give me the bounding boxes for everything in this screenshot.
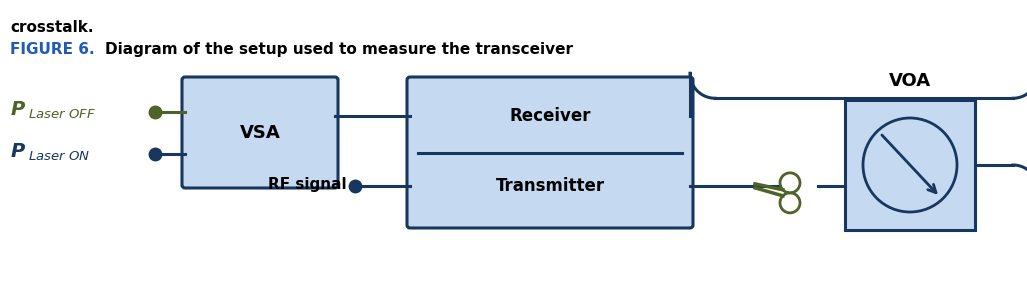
Text: crosstalk.: crosstalk.: [10, 20, 93, 35]
Text: $\mathit{Laser\ ON}$: $\mathit{Laser\ ON}$: [28, 150, 90, 163]
Text: $\boldsymbol{P}$: $\boldsymbol{P}$: [10, 142, 26, 161]
Text: VSA: VSA: [239, 124, 280, 142]
Text: RF signal: RF signal: [268, 177, 347, 192]
Bar: [845, 100, 975, 230]
Text: VOA: VOA: [889, 72, 931, 90]
Text: Transmitter: Transmitter: [495, 177, 605, 195]
Text: Receiver: Receiver: [509, 107, 591, 125]
Text: Diagram of the setup used to measure the transceiver: Diagram of the setup used to measure the…: [105, 42, 573, 57]
Text: FIGURE 6.: FIGURE 6.: [10, 42, 94, 57]
Text: $\boldsymbol{P}$: $\boldsymbol{P}$: [10, 100, 26, 119]
Text: $\mathit{Laser\ OFF}$: $\mathit{Laser\ OFF}$: [28, 108, 97, 121]
FancyBboxPatch shape: [182, 77, 338, 188]
FancyBboxPatch shape: [407, 77, 693, 228]
